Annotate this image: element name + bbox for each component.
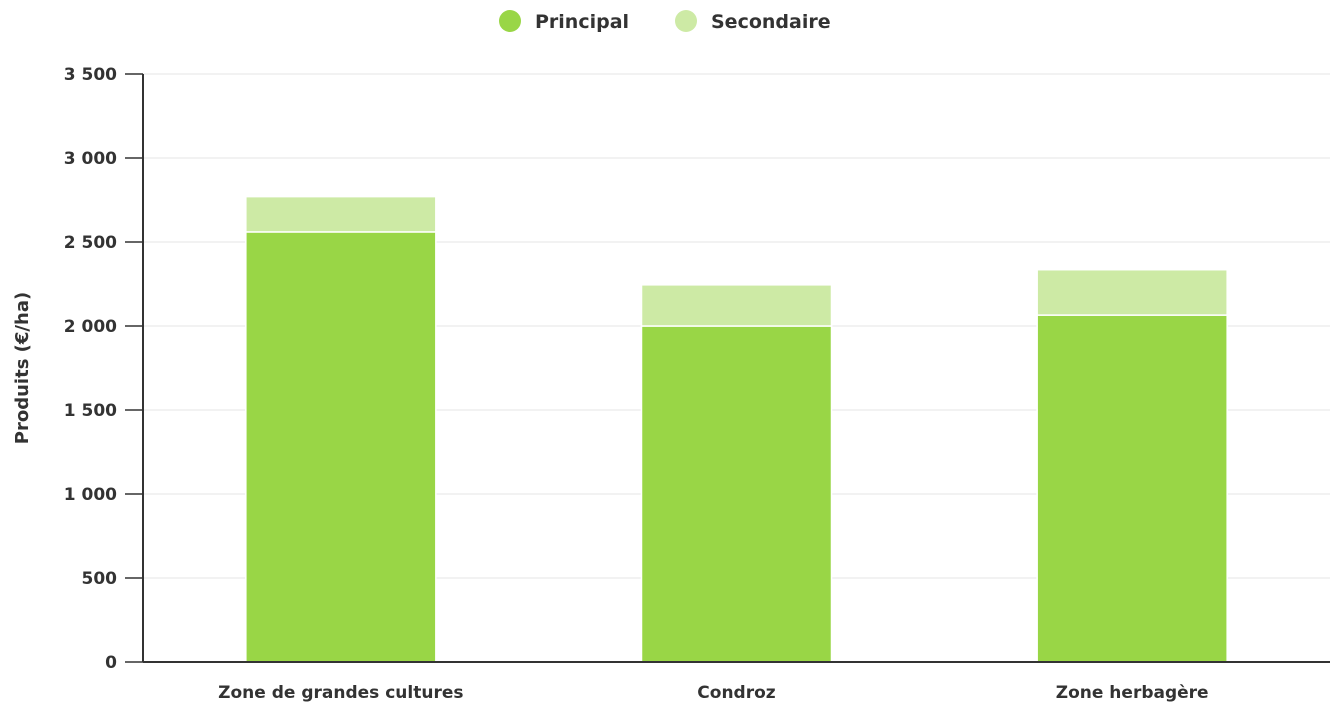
bar-secondaire-3[interactable] [1037,270,1227,315]
x-axis-labels: Zone de grandes cultures Condroz Zone herb… [218,683,1208,703]
bar-secondaire-1[interactable] [246,197,436,232]
legend-label: Secondaire [711,11,831,33]
y-tick-label: 3 000 [64,149,117,169]
bar-principal-3[interactable] [1037,315,1227,662]
y-tick-label: 1 500 [64,401,117,421]
legend: Principal Secondaire [499,10,831,33]
legend-label: Principal [535,11,629,33]
legend-swatch [499,10,521,32]
legend-item-principal[interactable]: Principal [499,10,629,33]
legend-swatch [675,10,697,32]
bar-secondaire-2[interactable] [642,285,832,326]
y-tick-label: 1 000 [64,485,117,505]
legend-item-secondaire[interactable]: Secondaire [675,10,831,33]
bar-principal-2[interactable] [642,326,832,662]
y-axis-ticks: 0 500 1 000 1 500 2 000 2 500 3 000 3 500 [64,65,143,673]
y-tick-label: 0 [105,653,117,673]
y-tick-label: 2 500 [64,233,117,253]
x-category-label: Zone de grandes cultures [218,683,463,703]
y-axis-title: Produits (€/ha) [12,292,33,444]
x-category-label: Zone herbagère [1056,683,1209,703]
bar-principal-1[interactable] [246,232,436,662]
y-tick-label: 500 [82,569,118,589]
y-tick-label: 3 500 [64,65,117,85]
x-category-label: Condroz [697,683,775,703]
y-tick-label: 2 000 [64,317,117,337]
bars [246,197,1227,662]
